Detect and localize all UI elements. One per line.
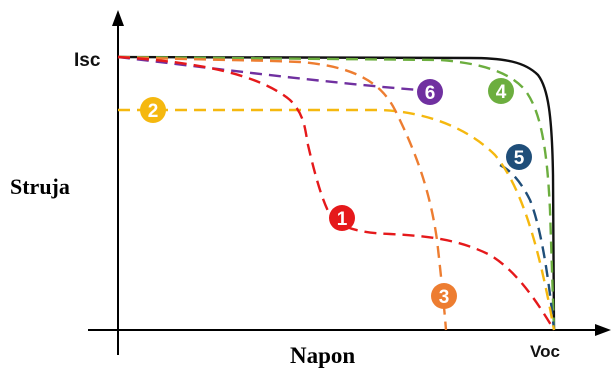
curve-4 (117, 55, 556, 331)
curve-1 (117, 55, 556, 331)
marker-1-circle (329, 205, 355, 231)
curve-ideal (117, 55, 556, 331)
marker-4-label: 4 (496, 82, 507, 103)
y-axis-arrow-icon (112, 10, 124, 26)
marker-5: 5 (506, 144, 532, 170)
marker-5-circle (506, 144, 532, 170)
marker-4-circle (488, 78, 514, 104)
marker-5-label: 5 (514, 148, 525, 169)
marker-3: 3 (431, 283, 457, 309)
x-axis-arrow-icon (595, 324, 611, 336)
marker-6-label: 6 (425, 83, 436, 104)
marker-6: 6 (417, 79, 443, 105)
marker-1: 1 (329, 205, 355, 231)
marker-4: 4 (488, 78, 514, 104)
axes (88, 10, 611, 355)
isc-label: Isc (74, 50, 101, 71)
marker-2-label: 2 (148, 101, 159, 122)
y-axis-title: Struja (10, 174, 70, 199)
marker-1-label: 1 (337, 209, 348, 230)
marker-2: 2 (140, 97, 166, 123)
marker-3-circle (431, 283, 457, 309)
voc-label: Voc (530, 342, 560, 361)
x-axis-title: Napon (290, 343, 355, 368)
marker-3-label: 3 (439, 287, 450, 308)
curves (117, 55, 556, 331)
marker-2-circle (140, 97, 166, 123)
marker-6-circle (417, 79, 443, 105)
axis-labels: Isc Voc Struja Napon (10, 50, 560, 368)
curve-3 (117, 55, 448, 331)
curve-markers: 1 2 3 4 5 6 (140, 78, 532, 309)
curve-5 (499, 163, 556, 331)
curve-2 (118, 108, 556, 331)
